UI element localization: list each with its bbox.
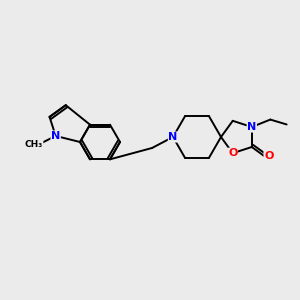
Text: O: O (264, 152, 273, 161)
Text: O: O (228, 148, 237, 158)
Text: CH₃: CH₃ (25, 140, 43, 149)
Text: N: N (51, 131, 60, 141)
Text: N: N (168, 132, 178, 142)
Text: N: N (247, 122, 256, 132)
